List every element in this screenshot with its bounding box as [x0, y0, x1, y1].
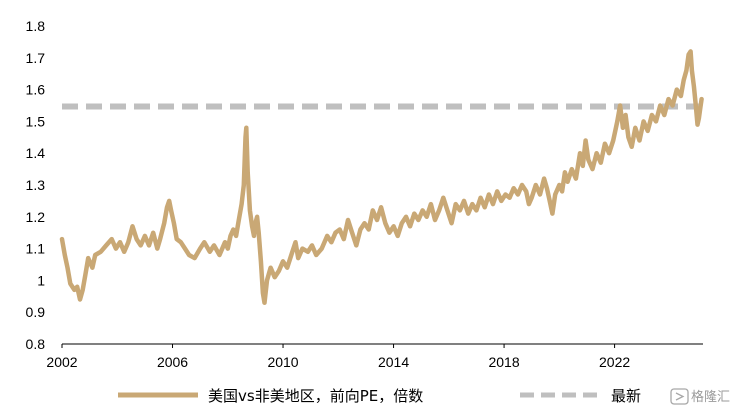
y-tick-label: 1.3 [26, 177, 46, 193]
plot-series [59, 49, 704, 305]
legend-label-latest: 最新 [611, 387, 641, 405]
y-tick-label: 1 [37, 272, 45, 288]
x-tick-label: 2018 [488, 354, 519, 370]
x-tick-label: 2002 [46, 354, 77, 370]
x-tick-label: 2006 [157, 354, 188, 370]
y-tick-label: 1.2 [26, 209, 46, 225]
legend: 美国vs非美地区，前向PE，倍数 最新 [118, 387, 641, 405]
y-tick-label: 1.4 [26, 145, 46, 161]
y-tick-label: 1.6 [26, 82, 46, 98]
y-tick-label: 1.8 [26, 18, 46, 34]
gelonghui-logo-icon [670, 388, 689, 405]
y-tick-label: 1.7 [26, 50, 46, 66]
y-tick-label: 0.8 [26, 336, 46, 352]
x-axis-tick-labels: 2002 2006 2010 2014 2018 2022 [46, 344, 630, 370]
watermark: 格隆汇 [670, 388, 730, 405]
x-tick-label: 2022 [599, 354, 630, 370]
series-line-pe-ratio [59, 49, 704, 305]
y-tick-label: 1.1 [26, 241, 46, 257]
y-tick-label: 0.9 [26, 304, 46, 320]
x-tick-label: 2010 [267, 354, 298, 370]
x-tick-label: 2014 [378, 354, 409, 370]
y-axis-tick-labels: 0.8 0.9 1 1.1 1.2 1.3 1.4 1.5 1.6 1.7 1.8 [26, 18, 46, 352]
legend-label-pe-ratio: 美国vs非美地区，前向PE，倍数 [208, 387, 423, 405]
y-tick-label: 1.5 [26, 113, 46, 129]
watermark-text: 格隆汇 [691, 389, 730, 405]
